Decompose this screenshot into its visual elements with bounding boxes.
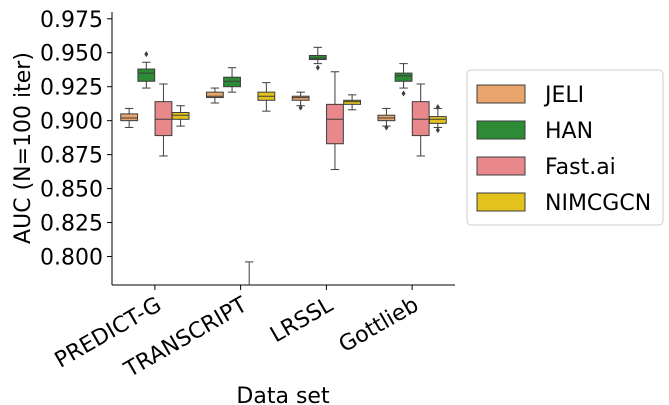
legend-swatch (476, 84, 526, 104)
flier (401, 90, 406, 97)
flier (298, 104, 303, 111)
legend-swatch (476, 192, 526, 212)
y-tick-label: 0.850 (40, 178, 103, 203)
legend-frame (466, 69, 664, 226)
box (171, 112, 190, 120)
box (120, 113, 139, 122)
box (308, 54, 327, 61)
y-tick-label: 0.875 (40, 144, 103, 169)
legend-swatch (476, 120, 526, 140)
box (291, 95, 310, 101)
box (411, 101, 430, 137)
box (428, 116, 447, 124)
legend-label: JELI (543, 83, 584, 108)
box (205, 91, 224, 99)
box (223, 76, 241, 88)
plot-area (120, 46, 447, 285)
flier (435, 127, 440, 134)
x-tick-label: LRSSL (266, 292, 338, 348)
flier (435, 104, 440, 111)
x-tick-label: Gottlieb (335, 293, 423, 358)
y-axis-label: AUC (N=100 iter) (11, 52, 36, 244)
y-tick-label: 0.900 (40, 110, 103, 135)
box (343, 99, 362, 105)
flier (144, 51, 149, 58)
y-tick-label: 0.925 (40, 76, 103, 101)
box (154, 101, 173, 137)
y-tick-label: 0.975 (40, 8, 103, 33)
box (137, 68, 156, 82)
x-axis-label: Data set (236, 384, 330, 405)
y-tick-label: 0.800 (40, 245, 103, 270)
legend-label: HAN (545, 119, 593, 144)
box (326, 103, 344, 145)
flier (315, 64, 320, 71)
y-tick-label: 0.825 (40, 212, 103, 237)
y-tick-label: 0.950 (40, 42, 103, 67)
legend-label: NIMCGCN (545, 191, 651, 216)
legend-swatch (476, 156, 526, 176)
legend-label: Fast.ai (545, 155, 616, 180)
box (394, 72, 413, 82)
flier (384, 124, 389, 131)
